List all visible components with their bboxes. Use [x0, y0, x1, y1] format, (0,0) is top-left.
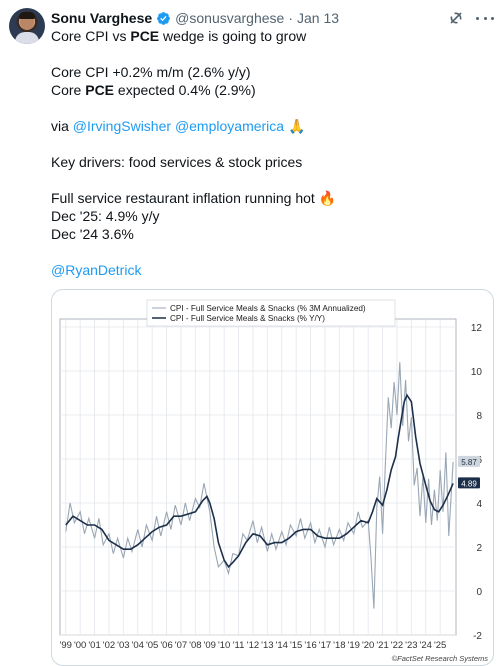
text-segment: Core CPI +0.2% m/m (2.6% y/y) — [51, 64, 251, 80]
x-tick-label: '14 — [276, 640, 288, 651]
x-tick-label: '23 — [405, 640, 417, 651]
text-segment: Core CPI vs — [51, 28, 131, 44]
y-tick-label: 12 — [471, 323, 483, 334]
text-segment: Core — [51, 82, 86, 98]
tweet-text-line: Dec '24 3.6% — [51, 225, 491, 243]
x-tick-label: '09 — [204, 640, 216, 651]
y-tick-label: 4 — [476, 499, 482, 510]
author-name[interactable]: Sonu Varghese — [51, 10, 153, 26]
tweet-text-line: Dec '25: 4.9% y/y — [51, 207, 491, 225]
tweet-text-line: Full service restaurant inflation runnin… — [51, 189, 491, 207]
x-tick-label: '15 — [290, 640, 302, 651]
tweet-text-gap — [51, 99, 491, 117]
last-value-badge — [458, 477, 480, 489]
y-tick-label: -2 — [473, 631, 482, 642]
mention-link[interactable]: @employamerica — [174, 118, 285, 134]
mention-link[interactable]: @IrvingSwisher — [72, 118, 172, 134]
x-tick-label: '07 — [175, 640, 187, 651]
x-tick-label: '99 — [60, 640, 72, 651]
last-value-label: 5.87 — [461, 458, 477, 467]
x-tick-label: '22 — [391, 640, 403, 651]
x-tick-label: '00 — [74, 640, 86, 651]
tweet-text-line: via @IrvingSwisher @employamerica 🙏 — [51, 117, 491, 135]
tweet-text-line: @RyanDetrick — [51, 261, 491, 279]
tweet-header: Sonu Varghese @sonusvarghese · Jan 13 — [51, 8, 339, 28]
x-tick-label: '04 — [132, 640, 144, 651]
x-tick-label: '13 — [261, 640, 273, 651]
x-tick-label: '10 — [218, 640, 230, 651]
x-tick-label: '08 — [189, 640, 201, 651]
text-segment: PCE — [130, 28, 160, 44]
legend-box — [146, 299, 396, 327]
last-value-badge — [458, 455, 480, 467]
text-segment: Key drivers: food services & stock price… — [51, 154, 303, 170]
x-tick-label: '01 — [88, 640, 100, 651]
text-segment: expected 0.4% (2.9%) — [114, 82, 256, 98]
text-segment: Full service restaurant inflation runnin… — [51, 190, 337, 206]
text-segment: Dec '25: 4.9% y/y — [51, 208, 160, 224]
tweet-text-gap — [51, 45, 491, 63]
y-tick-label: 10 — [471, 367, 483, 378]
tweet-text-line: Core PCE expected 0.4% (2.9%) — [51, 81, 491, 99]
x-tick-label: '19 — [348, 640, 360, 651]
y-tick-label: 8 — [476, 411, 482, 422]
x-tick-label: '21 — [376, 640, 388, 651]
mention-link[interactable]: @RyanDetrick — [51, 262, 142, 278]
tweet-text: Core CPI vs PCE wedge is going to grow Co… — [51, 27, 491, 279]
text-segment: wedge is going to grow — [159, 28, 307, 44]
x-tick-label: '11 — [233, 640, 245, 651]
tweet-text-line: Key drivers: food services & stock price… — [51, 153, 491, 171]
x-tick-label: '05 — [146, 640, 158, 651]
tweet-text-gap — [51, 135, 491, 153]
text-segment: via — [51, 118, 73, 134]
text-segment: Dec '24 3.6% — [51, 226, 134, 242]
verified-badge-icon — [157, 11, 171, 25]
x-tick-label: '06 — [160, 640, 172, 651]
x-tick-label: '03 — [117, 640, 129, 651]
x-tick-label: '17 — [319, 640, 331, 651]
x-tick-label: '12 — [247, 640, 259, 651]
more-options-icon[interactable] — [476, 10, 494, 26]
tweet-media-chart[interactable]: -2024681012'99'00'01'02'03'04'05'06'07'0… — [51, 289, 494, 666]
legend-label: CPI - Full Service Meals & Snacks (% Y/Y… — [170, 314, 325, 323]
x-tick-label: '16 — [304, 640, 316, 651]
text-segment: PCE — [85, 82, 115, 98]
x-tick-label: '18 — [333, 640, 345, 651]
tweet-text-line: Core CPI vs PCE wedge is going to grow — [51, 27, 491, 45]
grok-icon[interactable] — [448, 10, 464, 26]
x-tick-label: '20 — [362, 640, 374, 651]
legend-label: CPI - Full Service Meals & Snacks (% 3M … — [170, 304, 366, 313]
y-tick-label: 0 — [476, 587, 482, 598]
chart-source: ©FactSet Research Systems — [392, 654, 489, 663]
last-value-label: 4.89 — [461, 479, 477, 488]
chart: -2024681012'99'00'01'02'03'04'05'06'07'0… — [60, 299, 489, 663]
tweet-text-line: Core CPI +0.2% m/m (2.6% y/y) — [51, 63, 491, 81]
author-handle[interactable]: @sonusvarghese — [175, 10, 285, 26]
tweet-text-gap — [51, 243, 491, 261]
x-tick-label: '24 — [420, 640, 432, 651]
text-segment: 🙏 — [284, 118, 306, 134]
separator: · — [288, 10, 293, 26]
tweet-date[interactable]: Jan 13 — [297, 10, 340, 26]
tweet-text-gap — [51, 171, 491, 189]
y-tick-label: 2 — [476, 543, 482, 554]
x-tick-label: '02 — [103, 640, 115, 651]
avatar[interactable] — [9, 8, 45, 44]
series-line-3m-annualized — [65, 362, 454, 609]
series-line-yoy — [65, 393, 454, 569]
x-tick-label: '25 — [434, 640, 446, 651]
